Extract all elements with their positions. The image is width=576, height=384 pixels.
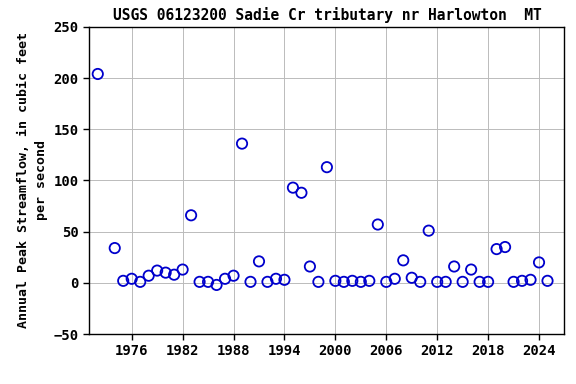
Point <box>416 279 425 285</box>
Point <box>382 279 391 285</box>
Point <box>331 278 340 284</box>
Point <box>195 279 204 285</box>
Point <box>526 277 535 283</box>
Point <box>535 259 544 265</box>
Point <box>229 273 238 279</box>
Point <box>483 279 492 285</box>
Point <box>424 228 433 234</box>
Point <box>543 278 552 284</box>
Point <box>348 278 357 284</box>
Point <box>161 270 170 276</box>
Point <box>433 279 442 285</box>
Point <box>153 268 162 274</box>
Point <box>458 279 467 285</box>
Point <box>237 141 247 147</box>
Point <box>187 212 196 218</box>
Point <box>356 279 365 285</box>
Point <box>127 276 137 282</box>
Point <box>255 258 264 265</box>
Point <box>390 276 399 282</box>
Point <box>212 282 221 288</box>
Point <box>305 263 314 270</box>
Point <box>93 71 103 77</box>
Point <box>246 279 255 285</box>
Point <box>289 185 298 191</box>
Point <box>271 276 281 282</box>
Point <box>467 266 476 273</box>
Point <box>135 279 145 285</box>
Point <box>280 277 289 283</box>
Point <box>322 164 331 170</box>
Point <box>475 279 484 285</box>
Y-axis label: Annual Peak Streamflow, in cubic feet
per second: Annual Peak Streamflow, in cubic feet pe… <box>17 33 48 328</box>
Point <box>314 279 323 285</box>
Point <box>169 271 179 278</box>
Title: USGS 06123200 Sadie Cr tributary nr Harlowton  MT: USGS 06123200 Sadie Cr tributary nr Harl… <box>112 7 541 23</box>
Point <box>407 275 416 281</box>
Point <box>297 190 306 196</box>
Point <box>399 257 408 263</box>
Point <box>178 266 187 273</box>
Point <box>203 279 213 285</box>
Point <box>449 263 458 270</box>
Point <box>365 278 374 284</box>
Point <box>373 222 382 228</box>
Point <box>339 279 348 285</box>
Point <box>263 279 272 285</box>
Point <box>144 273 153 279</box>
Point <box>492 246 501 252</box>
Point <box>501 244 510 250</box>
Point <box>517 278 526 284</box>
Point <box>509 279 518 285</box>
Point <box>119 278 128 284</box>
Point <box>221 276 230 282</box>
Point <box>110 245 119 251</box>
Point <box>441 279 450 285</box>
